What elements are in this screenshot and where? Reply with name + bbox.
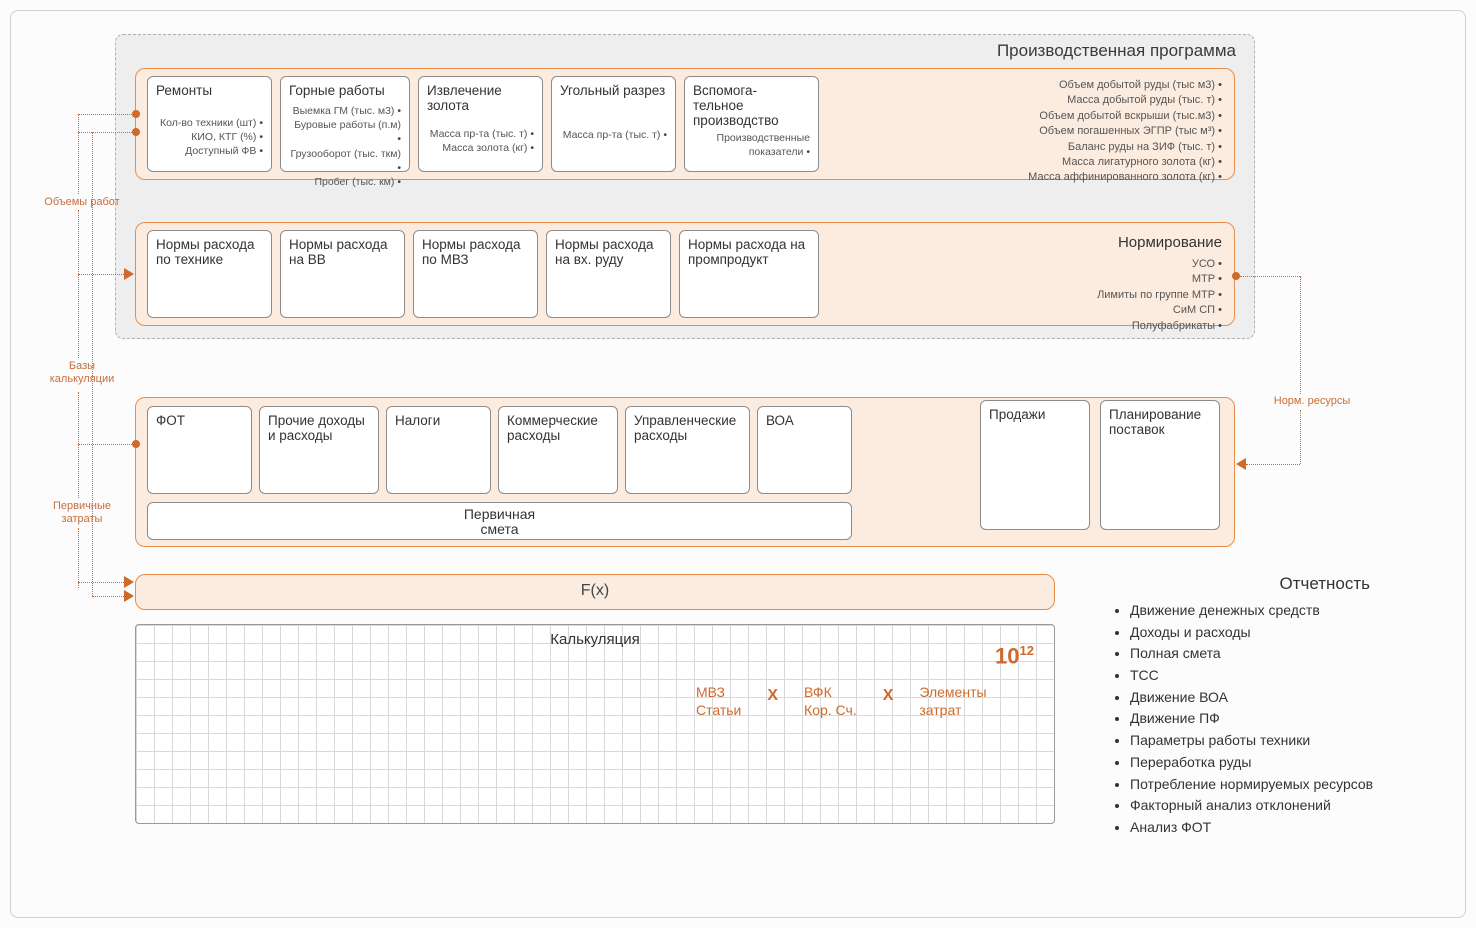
card-items: Производственные показатели	[693, 131, 810, 159]
card-title: Нормы расхода на вх. руду	[555, 237, 662, 267]
connector	[1240, 276, 1300, 277]
fx-band: F(x)	[135, 574, 1055, 610]
calc-title: Калькуляция	[136, 625, 1054, 648]
flow-label-bazy: Базы калькуляции	[42, 360, 122, 386]
row2-side-list: Нормирование УСО МТР Лимиты по группе МТ…	[1000, 232, 1222, 334]
connector	[78, 114, 134, 115]
card-title: Нормы расхода по технике	[156, 237, 263, 267]
row1-side-list: Объем добытой руды (тыс м3) Масса добыто…	[950, 78, 1222, 186]
card-title: Нормы расхода на ВВ	[289, 237, 396, 267]
calc-magnitude: 1012	[995, 643, 1034, 669]
card-upravl: Управленческие расходы	[625, 406, 750, 494]
card-normy-mvz: Нормы расхода по МВЗ	[413, 230, 538, 318]
report-list: Движение денежных средств Доходы и расхо…	[1090, 600, 1420, 839]
card-title: Управленческие расходы	[634, 413, 741, 443]
card-title: Прочие доходы и расходы	[268, 413, 370, 443]
card-pervich-smeta: Первичная смета	[147, 502, 852, 540]
arrow-icon	[124, 576, 134, 588]
connector	[1300, 276, 1301, 394]
card-fot: ФОТ	[147, 406, 252, 494]
flow-label-objemy: Объемы работ	[42, 196, 122, 209]
card-title: Продажи	[989, 407, 1081, 422]
card-title: Нормы расхода на промпродукт	[688, 237, 810, 267]
card-izvlechenie: Извлечение золота Масса пр-та (тыс. т) М…	[418, 76, 543, 172]
card-title: Угольный разрез	[560, 83, 667, 98]
connector	[78, 582, 124, 583]
connector	[1246, 464, 1300, 465]
card-normy-tehnika: Нормы расхода по технике	[147, 230, 272, 318]
connector	[78, 132, 134, 133]
arrow-icon	[124, 590, 134, 602]
card-kommerch: Коммерческие расходы	[498, 406, 618, 494]
card-items: Кол-во техники (шт) КИО, КТГ (%) Доступн…	[156, 116, 263, 159]
card-title: Извлечение золота	[427, 83, 534, 113]
card-remonty: Ремонты Кол-во техники (шт) КИО, КТГ (%)…	[147, 76, 272, 172]
connector-dot	[1232, 272, 1240, 280]
card-normy-ruda: Нормы расхода на вх. руду	[546, 230, 671, 318]
card-title: Вспомога- тельное производство	[693, 83, 810, 128]
card-title: Горные работы	[289, 83, 401, 98]
card-prochie: Прочие доходы и расходы	[259, 406, 379, 494]
card-title: Налоги	[395, 413, 482, 428]
card-normy-promprod: Нормы расхода на промпродукт	[679, 230, 819, 318]
card-prodazhi: Продажи	[980, 400, 1090, 530]
production-program-title: Производственная программа	[997, 41, 1236, 61]
connector	[78, 528, 79, 588]
connector	[78, 392, 79, 498]
card-title: Коммерческие расходы	[507, 413, 609, 443]
flow-label-normres: Норм. ресурсы	[1262, 395, 1362, 408]
flow-label-pervich: Первичные затраты	[42, 500, 122, 526]
connector	[78, 444, 134, 445]
connector	[1300, 410, 1301, 464]
arrow-icon	[124, 268, 134, 280]
connector	[78, 210, 79, 358]
card-nalogi: Налоги	[386, 406, 491, 494]
calc-dimensions: МВЗСтатьи X ВФККор. Сч. X Элементызатрат	[696, 683, 987, 719]
report-title: Отчетность	[1090, 574, 1420, 594]
report-block: Отчетность Движение денежных средств Дох…	[1090, 574, 1420, 839]
card-title: ФОТ	[156, 413, 243, 428]
connector	[92, 132, 93, 596]
card-voa: ВОА	[757, 406, 852, 494]
card-items: Выемка ГМ (тыс. м3) Буровые работы (п.м)…	[289, 104, 401, 189]
card-items: Масса пр-та (тыс. т)	[560, 128, 667, 142]
card-title: Нормы расхода по МВЗ	[422, 237, 529, 267]
arrow-icon	[1236, 458, 1246, 470]
fx-label: F(x)	[136, 575, 1054, 600]
card-gornye: Горные работы Выемка ГМ (тыс. м3) Буровы…	[280, 76, 410, 172]
connector	[92, 596, 124, 597]
card-postavki: Планирование поставок	[1100, 400, 1220, 530]
row2-side-title: Нормирование	[1000, 232, 1222, 253]
card-items: Масса пр-та (тыс. т) Масса золота (кг)	[427, 127, 534, 155]
connector	[78, 114, 79, 194]
card-vspomog: Вспомога- тельное производство Производс…	[684, 76, 819, 172]
card-ugolny: Угольный разрез Масса пр-та (тыс. т)	[551, 76, 676, 172]
connector	[78, 274, 124, 275]
card-title: Ремонты	[156, 83, 263, 98]
card-normy-vv: Нормы расхода на ВВ	[280, 230, 405, 318]
calculation-box: Калькуляция 1012 МВЗСтатьи X ВФККор. Сч.…	[135, 624, 1055, 824]
card-title: Планирование поставок	[1109, 407, 1211, 437]
card-title: ВОА	[766, 413, 843, 428]
